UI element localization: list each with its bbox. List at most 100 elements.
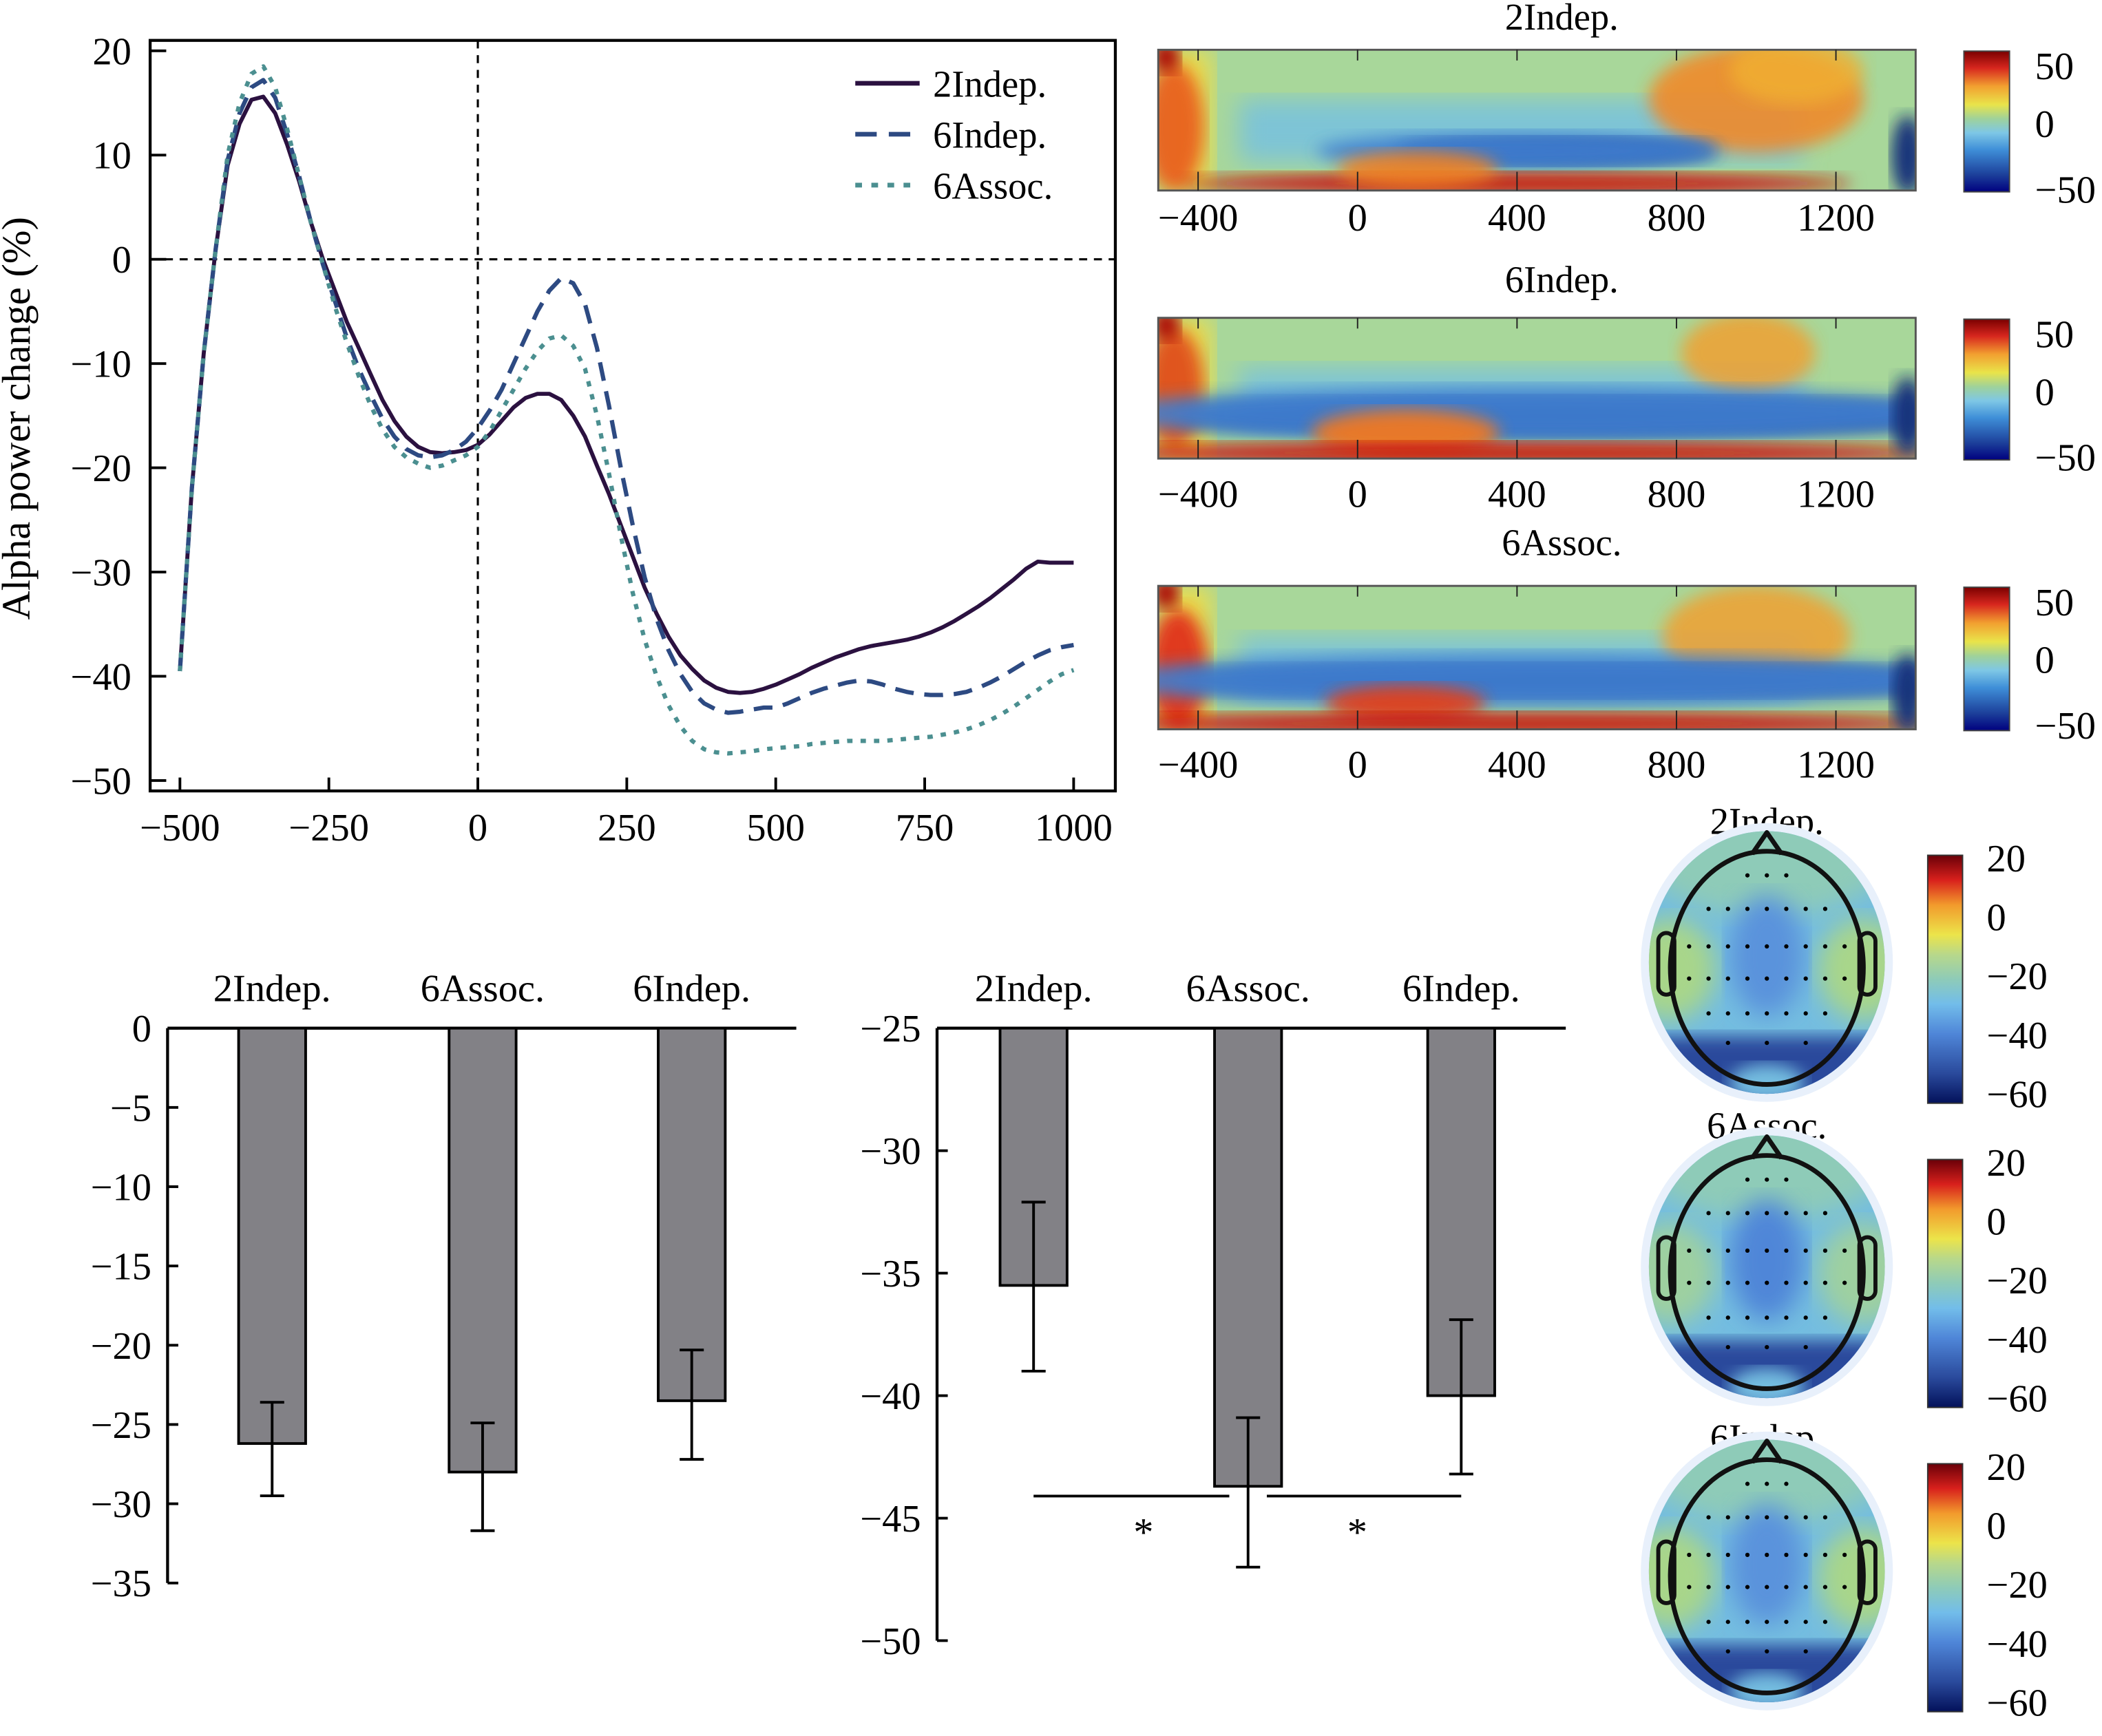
electrode-dot: [1687, 976, 1692, 981]
left-ear-icon: [1656, 1539, 1677, 1605]
electrode-dot: [1784, 1177, 1789, 1182]
y-tick-label: −20: [91, 1325, 151, 1368]
electrode-dot: [1765, 1552, 1769, 1557]
colorbar-tick-label: 0: [1987, 897, 2006, 940]
electrode-dot: [1745, 873, 1750, 878]
error-bar: [470, 1421, 495, 1532]
electrode-dot: [1803, 1620, 1808, 1624]
electrode-dot: [1725, 1211, 1730, 1216]
y-tick-label: −20: [71, 447, 132, 490]
colorbar-tick-label: 0: [1987, 1505, 2006, 1548]
electrode-dot: [1706, 976, 1711, 981]
colorbar-tick-label: −60: [1987, 1682, 2048, 1725]
electrode-dot: [1765, 1011, 1769, 1016]
electrode-dot: [1842, 944, 1847, 949]
x-tick-label: 800: [1648, 473, 1706, 516]
electrode-dot: [1765, 1248, 1769, 1253]
electrode-dot: [1784, 944, 1789, 949]
legend-label: 6Assoc.: [933, 165, 1053, 207]
x-tick-label: 400: [1488, 744, 1546, 787]
topomap-region: [1729, 1199, 1805, 1321]
electrode-dot: [1803, 1011, 1808, 1016]
error-bar: [260, 1401, 284, 1498]
colorbar-tick-label: −20: [1987, 955, 2048, 998]
x-tick-label: 1000: [1035, 807, 1113, 849]
x-tick-label: 0: [1348, 744, 1367, 787]
spectrogram-frame: [1157, 584, 1917, 730]
electrode-dot: [1706, 1315, 1711, 1320]
electrode-dot: [1842, 1280, 1847, 1285]
electrode-dot: [1765, 1177, 1769, 1182]
colorbar-tick-label: 0: [2035, 371, 2054, 414]
electrode-dot: [1706, 907, 1711, 911]
electrode-dot: [1725, 1649, 1730, 1654]
electrode-dot: [1706, 1248, 1711, 1253]
electrode-dot: [1803, 1552, 1808, 1557]
y-tick-label: −30: [71, 551, 132, 594]
colorbar-tick-label: 20: [1987, 1142, 2026, 1185]
x-tick-label: 800: [1648, 197, 1706, 240]
spectrogram-2indep: 2Indep. −400 0 400 800 1200 50 0 −50: [1157, 0, 2096, 240]
y-tick-label: −35: [860, 1253, 921, 1295]
nose-icon: [1750, 829, 1784, 856]
heatmap-blob: [1336, 150, 1498, 189]
topomap-region: [1729, 1503, 1805, 1625]
x-tick-label: 0: [468, 807, 487, 849]
electrode-dot: [1745, 907, 1750, 911]
x-tick-label: 250: [598, 807, 656, 849]
head-outline: [1668, 1457, 1866, 1695]
electrode-dot: [1687, 1280, 1692, 1285]
electrode-dot: [1765, 1649, 1769, 1654]
heatmap-blob: [1158, 50, 1180, 73]
category-label: 2Indep.: [975, 968, 1093, 1010]
electrode-dot: [1725, 1040, 1730, 1046]
y-tick-label: −50: [71, 760, 132, 803]
heatmap-blob: [1158, 586, 1180, 609]
heatmap-blob: [1681, 317, 1816, 394]
topomap-panels: 2Indep.200−20−40−606Assoc.200−20−40−606I…: [1641, 800, 2048, 1725]
category-label: 2Indep.: [213, 968, 331, 1010]
colorbar-tick-label: −60: [1987, 1378, 2048, 1421]
error-bar: [680, 1348, 704, 1461]
y-tick-label: −5: [110, 1087, 151, 1130]
electrode-dot: [1803, 1585, 1808, 1589]
category-label: 6Assoc.: [1186, 968, 1310, 1010]
electrode-dot: [1784, 1515, 1789, 1520]
significance-marker: *: [1347, 1510, 1367, 1555]
colorbar: [1963, 50, 2010, 193]
bar-6assoc: [1213, 1026, 1283, 1488]
electrode-dot: [1687, 1585, 1692, 1589]
electrode-dot: [1765, 873, 1769, 878]
electrode-dot: [1784, 976, 1789, 981]
x-tick-label: −500: [140, 807, 220, 849]
electrode-dot: [1784, 1552, 1789, 1557]
y-tick-label: −25: [91, 1404, 151, 1447]
series-line-2indep: [178, 94, 1074, 695]
y-tick-label: −35: [91, 1563, 151, 1605]
electrode-dot: [1822, 1620, 1828, 1624]
colorbar-tick-label: 20: [1987, 1446, 2026, 1489]
spectrogram-6indep: 6Indep. −400 0 400 800 1200 50 0 −50: [1157, 259, 2096, 516]
heatmap-blob: [1891, 653, 1916, 730]
colorbar-tick-label: 50: [2035, 45, 2074, 88]
x-tick-label: 800: [1648, 744, 1706, 787]
electrode-dot: [1803, 976, 1808, 981]
electrode-dot: [1745, 1515, 1750, 1520]
electrode-dot: [1745, 1552, 1750, 1557]
colorbar-tick-label: −50: [2035, 437, 2096, 480]
x-tick-label: 750: [896, 807, 954, 849]
significance-marker: *: [1133, 1510, 1153, 1555]
colorbar-tick-label: 20: [1987, 838, 2026, 880]
left-ear-icon: [1656, 931, 1677, 997]
x-tick-label: 500: [746, 807, 805, 849]
electrode-dot: [1725, 976, 1730, 981]
topomap-2indep: 2Indep.200−20−40−60: [1641, 800, 2048, 1116]
spectrogram-frame: [1157, 48, 1917, 192]
electrode-dot: [1822, 944, 1828, 949]
y-tick-label: −25: [860, 1008, 921, 1050]
heatmap-blob: [1158, 63, 1204, 191]
electrode-dot: [1745, 1585, 1750, 1589]
electrode-dot: [1725, 1315, 1730, 1320]
y-tick-label: −50: [860, 1620, 921, 1663]
electrode-dot: [1765, 1481, 1769, 1486]
